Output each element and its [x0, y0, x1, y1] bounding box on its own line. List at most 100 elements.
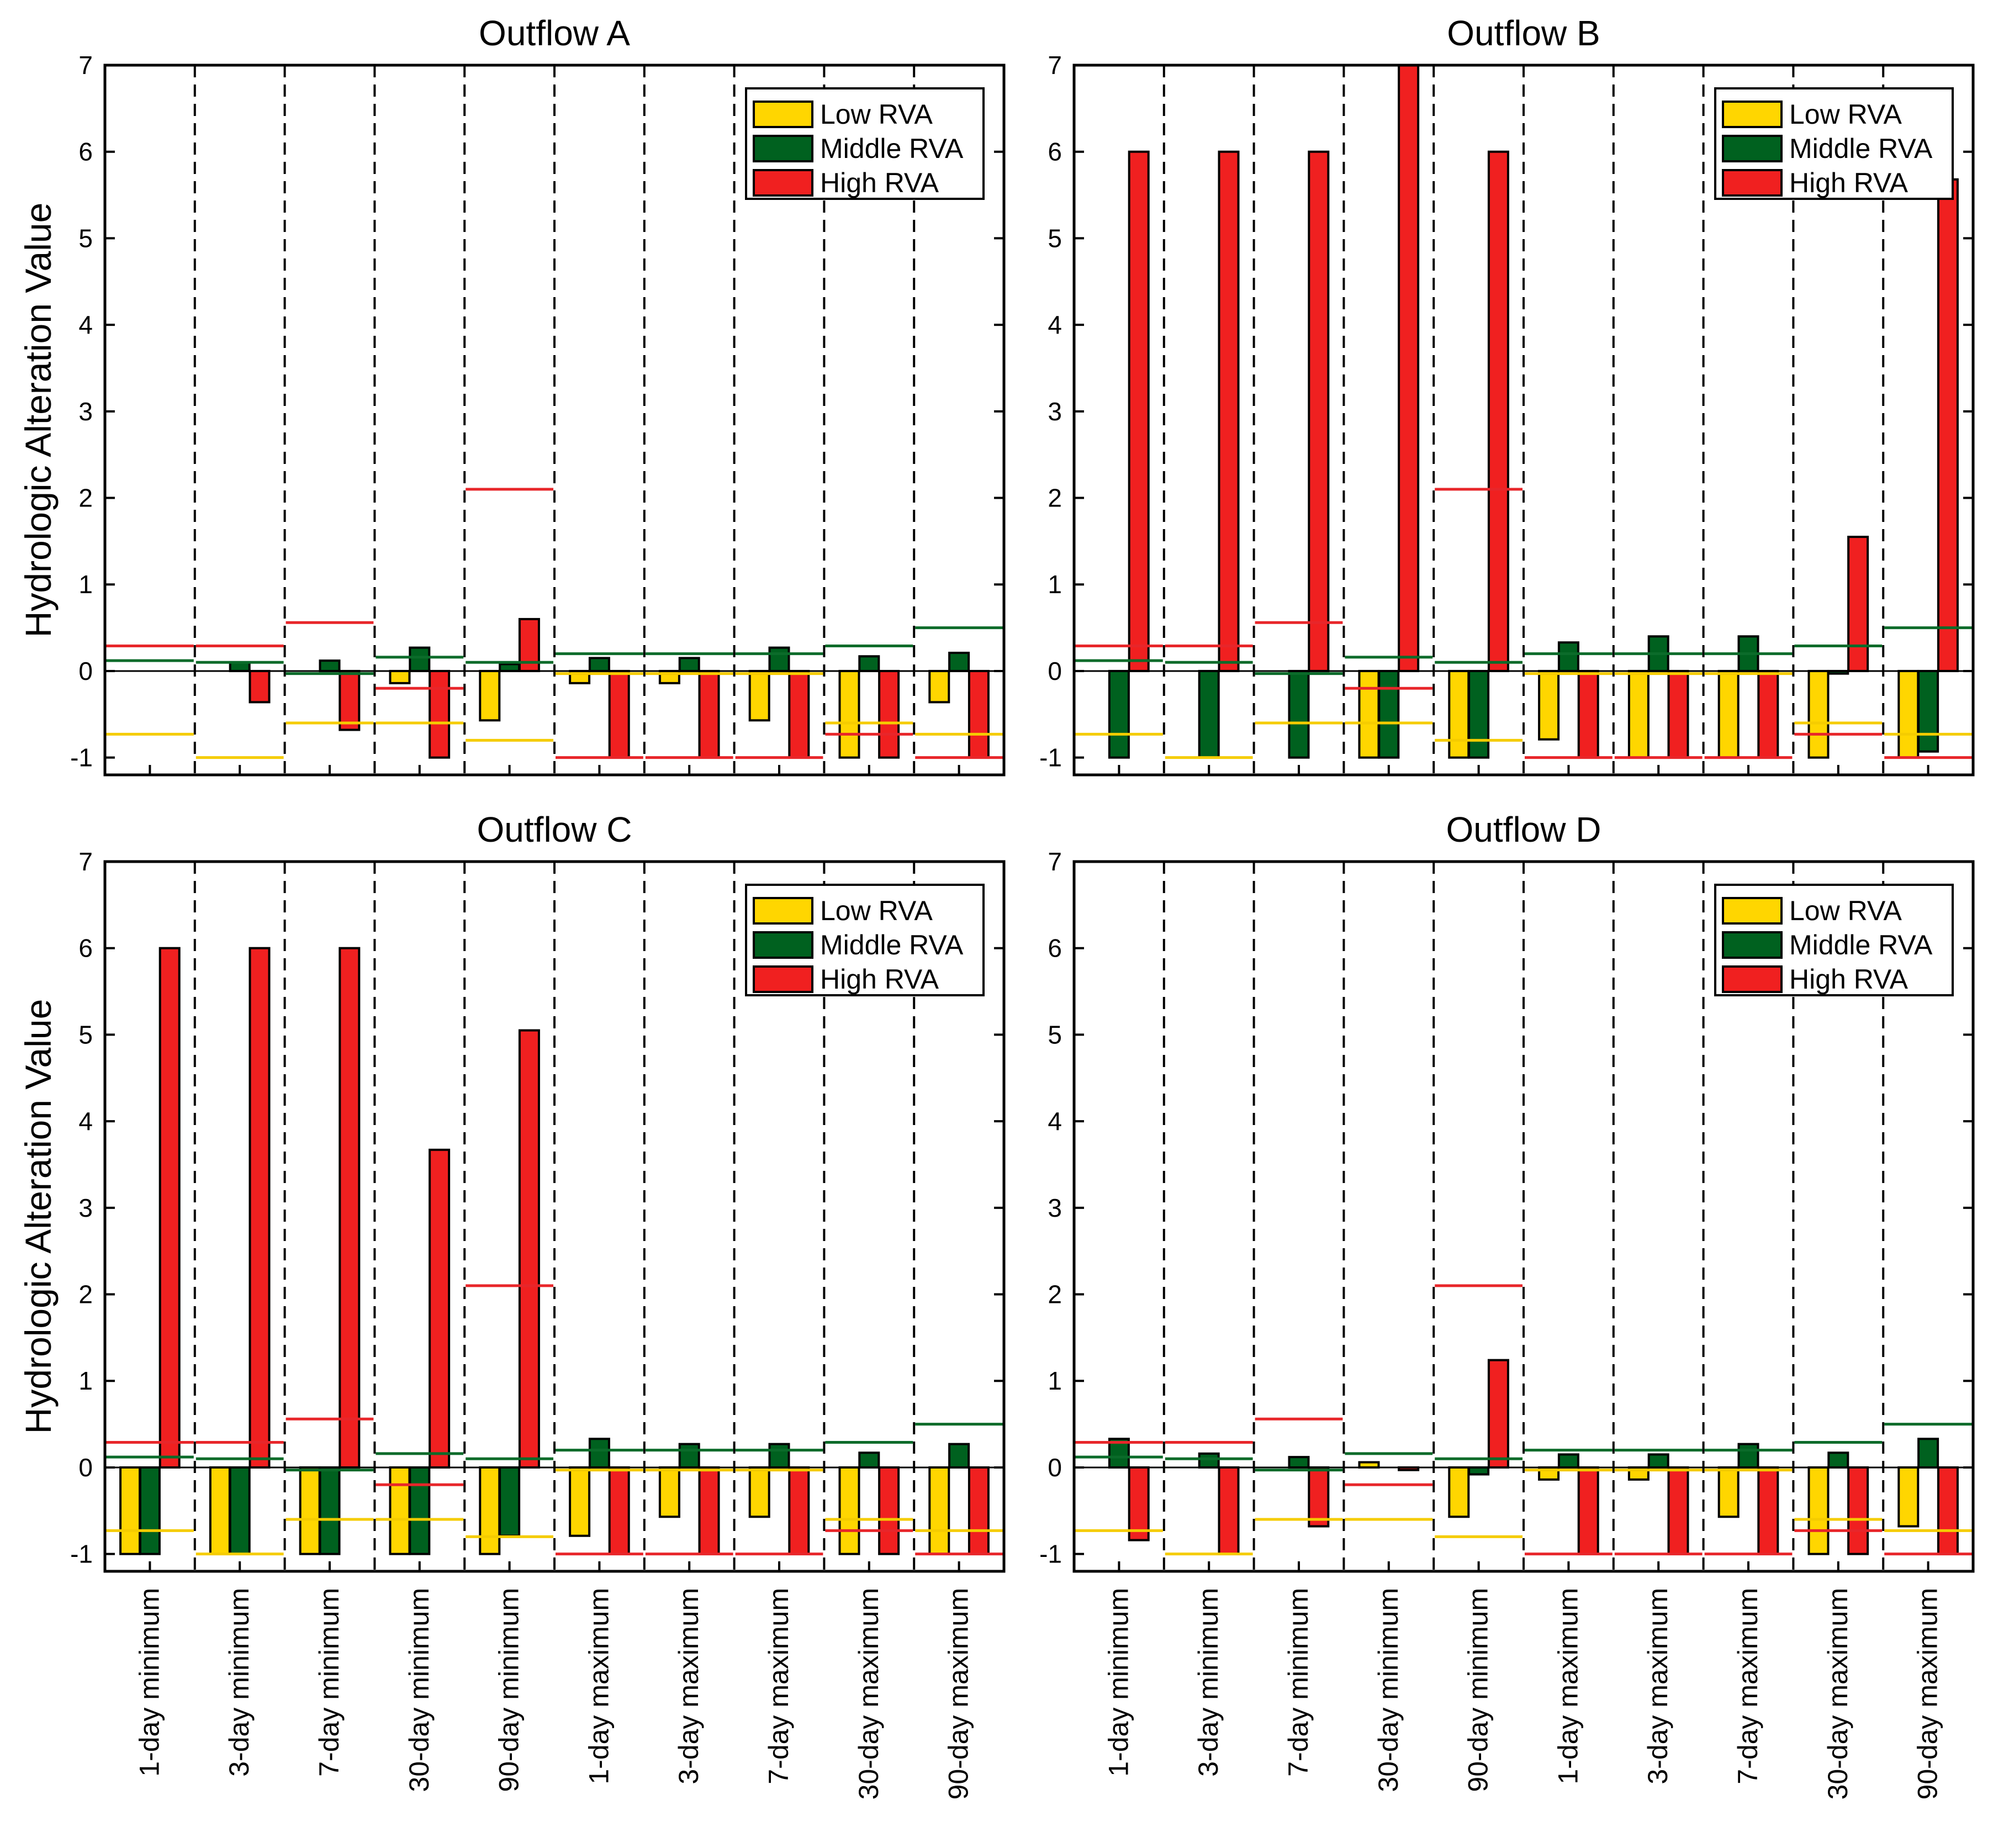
y-tick-label: 4: [1048, 310, 1062, 339]
y-tick-label: 2: [1048, 1280, 1062, 1309]
x-category-label: 7-day minimum: [314, 1588, 345, 1777]
bar-middle-rva: [1468, 669, 1490, 759]
legend-swatch-high-rva: [753, 965, 813, 993]
bar-low-rva: [1448, 669, 1470, 759]
bar-low-rva: [748, 1466, 770, 1518]
y-tick-label: 3: [1048, 397, 1062, 426]
y-tick-label: 2: [78, 1280, 93, 1309]
bar-middle-rva: [1198, 1452, 1220, 1469]
x-category-label: 30-day minimum: [404, 1588, 435, 1792]
bar-high-rva: [1128, 150, 1150, 672]
bar-low-rva: [748, 669, 770, 722]
bar-high-rva: [429, 1148, 451, 1469]
bar-low-rva: [119, 1466, 141, 1555]
y-tick-label: 6: [78, 138, 93, 166]
y-tick-label: -1: [70, 1540, 93, 1569]
bar-low-rva: [838, 669, 860, 759]
bar-middle-rva: [768, 1443, 790, 1469]
x-category-label: 1-day maximum: [583, 1588, 614, 1784]
panel-title: Outflow D: [1446, 810, 1601, 849]
legend-label-high-rva: High RVA: [1789, 167, 1909, 198]
y-tick-label: 6: [78, 934, 93, 963]
bar-low-rva: [658, 1466, 680, 1518]
legend-label-low-rva: Low RVA: [1789, 99, 1902, 130]
bar-high-rva: [1667, 1466, 1689, 1555]
bar-low-rva: [1538, 669, 1560, 741]
y-tick-label: -1: [1039, 1540, 1062, 1569]
y-tick-label: 6: [1048, 934, 1062, 963]
x-category-label: 30-day minimum: [1373, 1588, 1404, 1792]
y-tick-label: 1: [78, 570, 93, 599]
bar-high-rva: [1308, 150, 1330, 672]
panel-4: Outflow D -1 0 1 2 3 4 5 6 7 1-day minimum 3-day mi…: [1039, 810, 1975, 1799]
x-category-label: 30-day maximum: [1822, 1588, 1853, 1799]
legend-label-high-rva: High RVA: [820, 964, 939, 995]
y-tick-label: 7: [1048, 847, 1062, 876]
panel-title: Outflow B: [1447, 13, 1600, 53]
y-tick-label: -1: [1039, 743, 1062, 772]
bar-high-rva: [1218, 150, 1240, 672]
bar-middle-rva: [1198, 669, 1220, 759]
bar-middle-rva: [1288, 669, 1310, 759]
bar-middle-rva: [1737, 1443, 1759, 1469]
legend-swatch-high-rva: [1722, 169, 1783, 197]
bar-high-rva: [339, 947, 361, 1469]
y-tick-label: 5: [78, 224, 93, 252]
bar-middle-rva: [678, 1443, 700, 1469]
bar-middle-rva: [139, 1466, 161, 1555]
y-tick-label: 0: [1048, 1453, 1062, 1482]
bar-low-rva: [928, 1466, 950, 1555]
x-category-label: 90-day minimum: [494, 1588, 525, 1792]
legend-swatch-middle-rva: [1722, 931, 1783, 959]
y-tick-label: 1: [78, 1366, 93, 1395]
y-tick-label: 6: [1048, 138, 1062, 166]
y-axis-label: Hydrologic Alteration Value: [18, 999, 59, 1434]
bar-low-rva: [838, 1466, 860, 1555]
x-category-label: 30-day maximum: [853, 1588, 884, 1799]
x-category-label: 1-day maximum: [1552, 1588, 1583, 1784]
bar-high-rva: [1757, 669, 1779, 759]
bar-low-rva: [209, 1466, 231, 1555]
bar-low-rva: [1807, 1466, 1830, 1555]
bar-middle-rva: [229, 1466, 251, 1555]
bar-high-rva: [429, 669, 451, 759]
bar-high-rva: [518, 1029, 540, 1469]
bar-middle-rva: [588, 1438, 610, 1469]
legend-label-low-rva: Low RVA: [820, 895, 933, 926]
y-tick-label: 2: [1048, 484, 1062, 513]
bar-high-rva: [1487, 150, 1509, 672]
legend-label-middle-rva: Middle RVA: [1789, 930, 1933, 960]
bar-middle-rva: [1557, 641, 1579, 672]
y-tick-label: 7: [78, 847, 93, 876]
bar-high-rva: [1847, 536, 1869, 672]
x-category-label: 1-day minimum: [1103, 1588, 1134, 1777]
bar-high-rva: [878, 669, 900, 759]
bar-middle-rva: [858, 1451, 880, 1469]
bar-low-rva: [1448, 1466, 1470, 1518]
bar-low-rva: [569, 1466, 591, 1537]
bar-middle-rva: [1288, 1456, 1310, 1469]
bar-high-rva: [878, 1466, 900, 1555]
y-tick-label: 5: [1048, 1020, 1062, 1049]
legend-label-high-rva: High RVA: [1789, 964, 1909, 995]
legend-swatch-high-rva: [753, 169, 813, 197]
bar-high-rva: [1487, 1359, 1509, 1469]
bar-high-rva: [1218, 1466, 1240, 1555]
bar-low-rva: [479, 1466, 501, 1555]
bar-middle-rva: [1108, 669, 1130, 759]
bar-high-rva: [1937, 178, 1959, 672]
bar-low-rva: [479, 669, 501, 722]
bar-low-rva: [1897, 669, 1920, 759]
bar-middle-rva: [948, 652, 970, 672]
bar-middle-rva: [768, 646, 790, 672]
bar-low-rva: [1627, 669, 1650, 759]
panel-3: Outflow C -1 0 1 2 3 4 5 6 7 Hydrologic Alteration…: [18, 810, 1006, 1799]
bar-middle-rva: [1468, 1466, 1490, 1476]
x-category-label: 3-day minimum: [224, 1588, 255, 1777]
bar-low-rva: [1897, 1466, 1920, 1528]
bar-high-rva: [1937, 1466, 1959, 1555]
